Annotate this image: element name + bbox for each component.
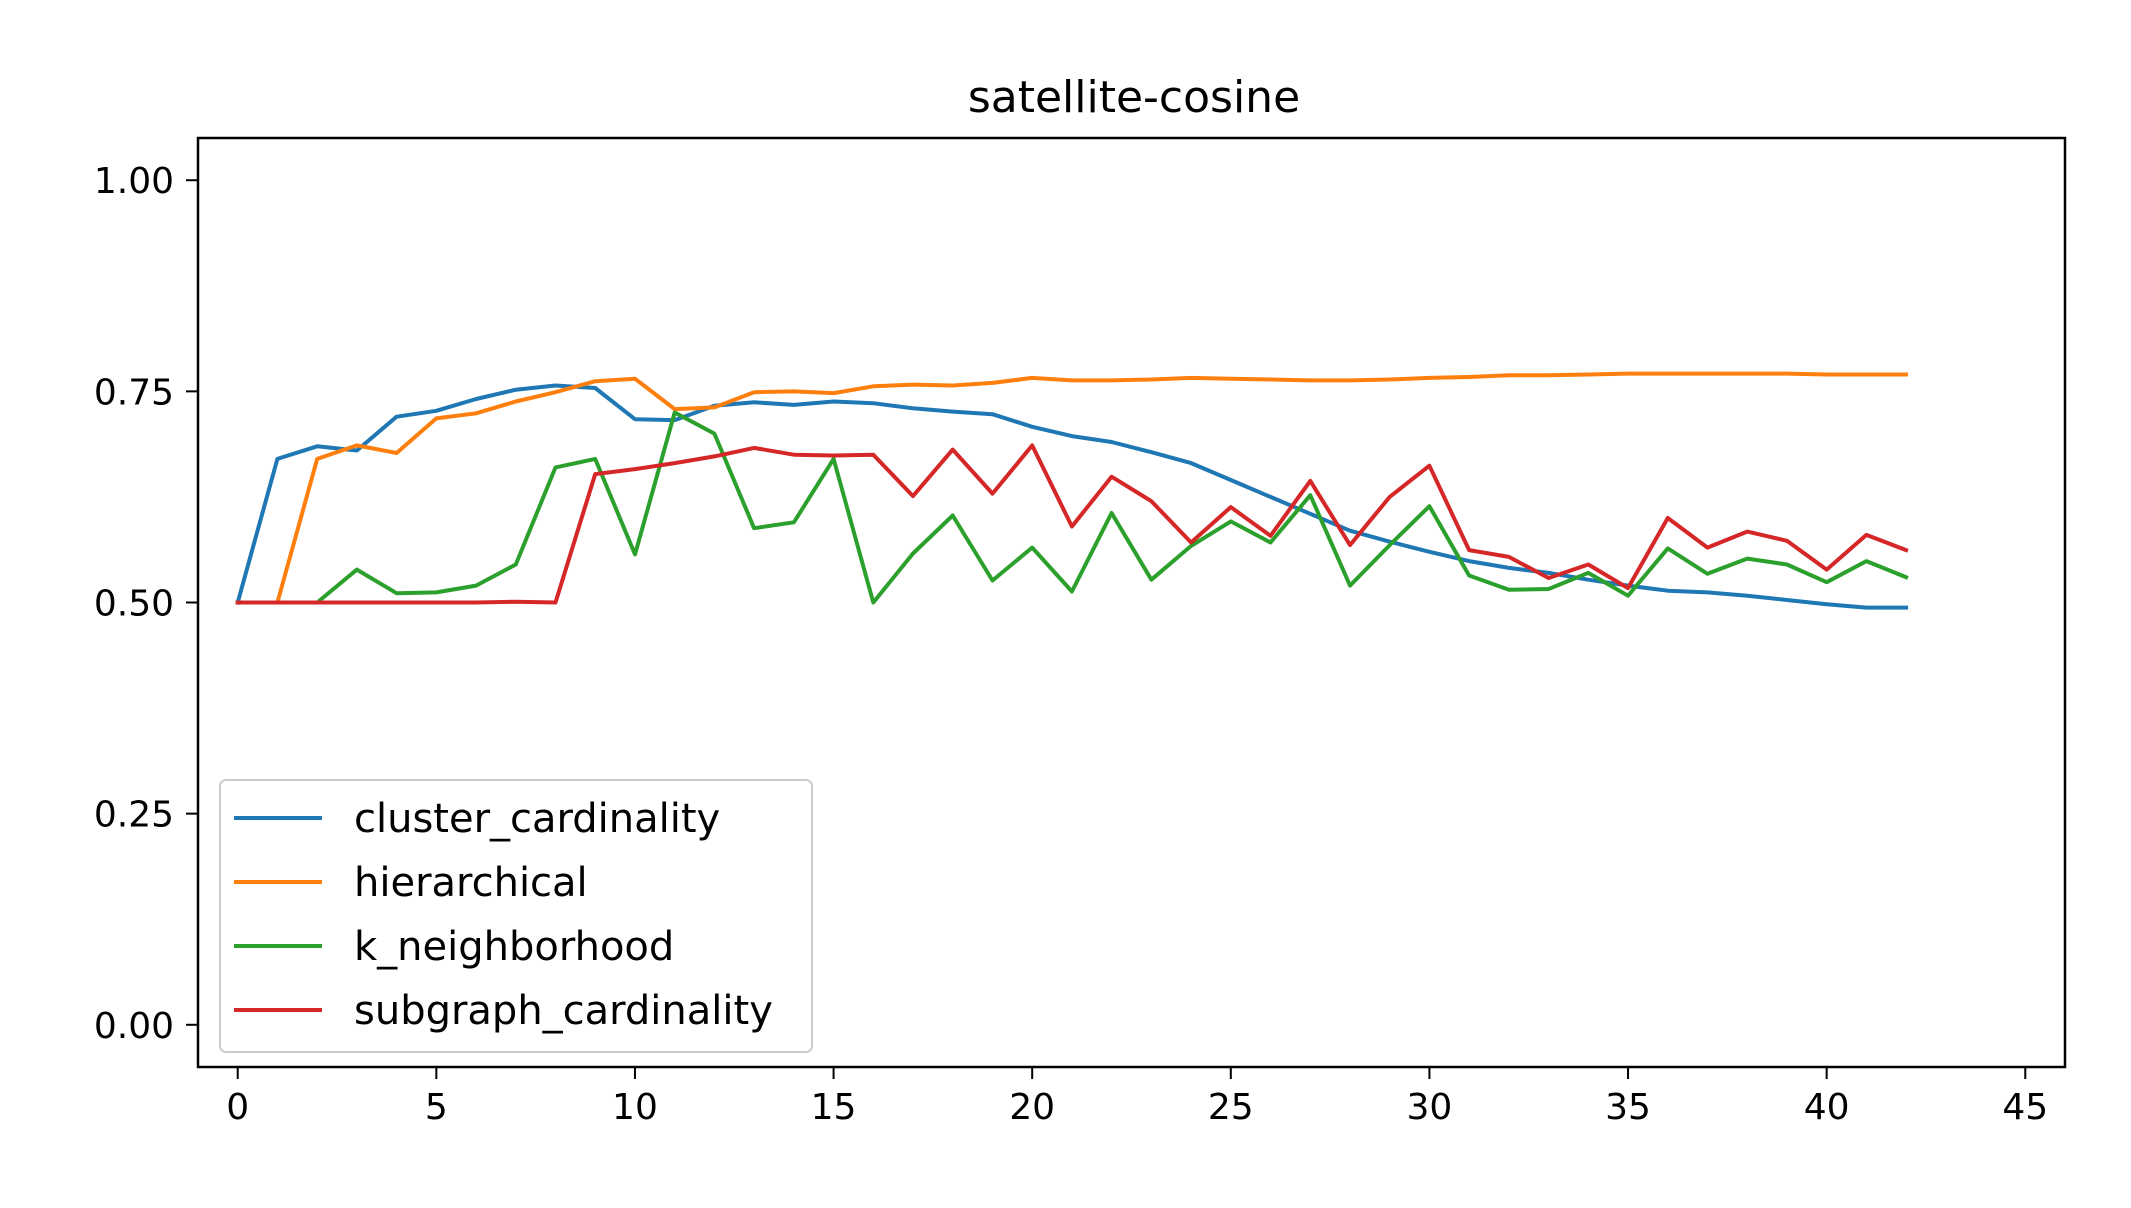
x-tick-label: 30 <box>1407 1087 1453 1128</box>
x-tick-label: 10 <box>612 1087 658 1128</box>
y-tick-label: 0.50 <box>94 584 174 625</box>
x-tick-label: 15 <box>811 1087 857 1128</box>
x-tick-label: 20 <box>1009 1087 1055 1128</box>
chart-title: satellite-cosine <box>968 72 1300 123</box>
x-tick-label: 45 <box>2002 1087 2048 1128</box>
y-axis: 0.00 0.25 0.50 0.75 1.00 <box>94 161 198 1047</box>
legend-box <box>219 779 813 1053</box>
x-tick-label: 25 <box>1208 1087 1254 1128</box>
series-line-subgraph-cardinality <box>235 443 1909 605</box>
x-axis: 0 5 10 15 20 25 30 35 40 45 <box>226 1067 2048 1128</box>
y-tick-label: 0.00 <box>94 1006 174 1047</box>
legend-label: cluster_cardinality <box>354 796 720 842</box>
x-tick-label: 0 <box>226 1087 249 1128</box>
x-tick-label: 35 <box>1605 1087 1651 1128</box>
y-tick-label: 0.25 <box>94 795 174 836</box>
series-line-hierarchical <box>235 371 1909 605</box>
y-tick-label: 1.00 <box>94 161 174 202</box>
series-layer <box>235 371 1909 610</box>
x-tick-label: 40 <box>1804 1087 1850 1128</box>
y-tick-label: 0.75 <box>94 372 174 413</box>
legend-label: subgraph_cardinality <box>354 988 773 1034</box>
legend-label: k_neighborhood <box>354 924 674 970</box>
legend: cluster_cardinality hierarchical k_neighbo… <box>219 779 813 1053</box>
series-line-k-neighborhood <box>235 410 1909 605</box>
legend-label: hierarchical <box>354 860 588 906</box>
x-tick-label: 5 <box>425 1087 448 1128</box>
